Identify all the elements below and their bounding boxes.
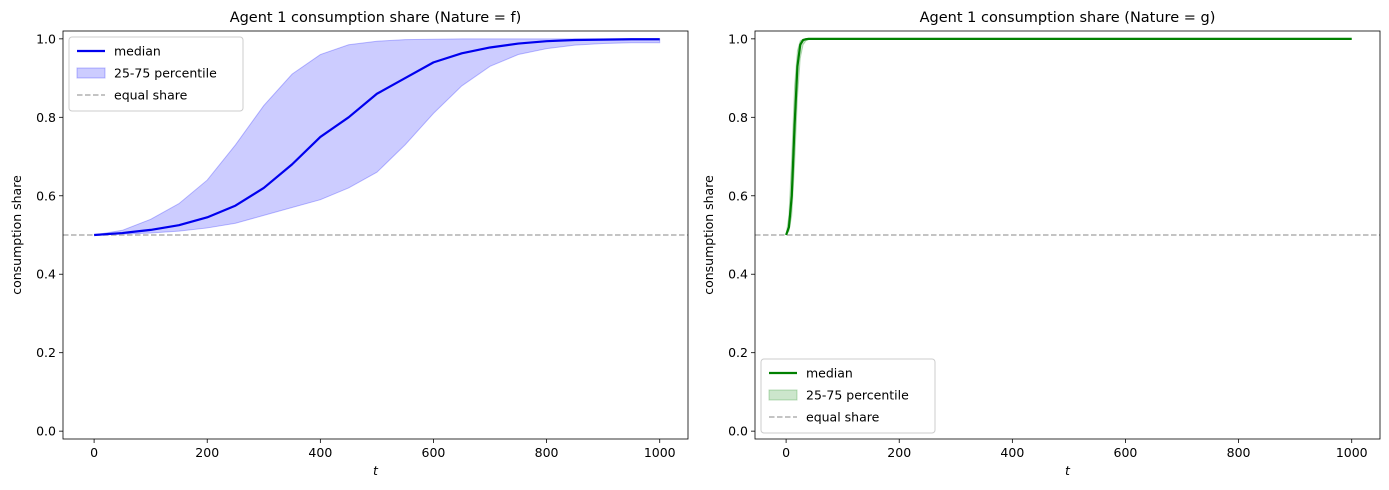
y-tick-label: 0.0 <box>36 424 56 439</box>
x-tick-label: 800 <box>535 445 559 460</box>
y-axis-label: consumption share <box>9 175 24 295</box>
legend-band-label: 25-75 percentile <box>114 66 217 81</box>
legend-median-label: median <box>114 44 161 59</box>
percentile-band <box>785 38 1352 236</box>
legend: median 25-75 percentile equal share <box>760 358 936 434</box>
percentile-band <box>94 38 661 236</box>
chart-title: Agent 1 consumption share (Nature = g) <box>920 10 1216 26</box>
median-line <box>785 37 1352 236</box>
x-tick-label: 400 <box>1000 445 1024 460</box>
x-tick-label: 0 <box>782 445 790 460</box>
chart-title: Agent 1 consumption share (Nature = f) <box>230 10 522 26</box>
legend-band-swatch <box>76 67 106 79</box>
y-tick-label: 0.0 <box>728 424 748 439</box>
legend-box <box>68 36 244 112</box>
y-tick-label: 0.2 <box>728 345 748 360</box>
y-tick-label: 0.8 <box>36 110 56 125</box>
legend-equal-label: equal share <box>114 88 188 103</box>
x-tick-label: 200 <box>887 445 911 460</box>
y-tick-label: 1.0 <box>728 31 748 46</box>
legend-band-label: 25-75 percentile <box>806 388 909 403</box>
y-tick-label: 0.6 <box>728 188 748 203</box>
y-tick-label: 0.6 <box>36 188 56 203</box>
y-axis-label: consumption share <box>701 175 716 295</box>
y-tick-label: 0.2 <box>36 345 56 360</box>
y-tick-label: 1.0 <box>36 31 56 46</box>
chart-panel-left: 0 200 400 600 800 1000 0.0 0.2 0.4 0.6 0.8 1.0 Agent… <box>9 10 689 478</box>
x-tick-label: 0 <box>90 445 98 460</box>
y-tick-label: 0.4 <box>728 267 748 282</box>
axes-frame <box>754 30 1381 440</box>
x-tick-label: 1000 <box>644 445 676 460</box>
x-tick-label: 400 <box>308 445 332 460</box>
legend-box <box>760 358 936 434</box>
x-tick-label: 200 <box>195 445 219 460</box>
x-tick-label: 600 <box>1114 445 1138 460</box>
chart-panel-right: 0 200 400 600 800 1000 0.0 0.2 0.4 0.6 0.8 1.0 Agent… <box>701 10 1381 478</box>
legend-band-swatch <box>768 389 798 401</box>
x-axis-label: t <box>1065 463 1071 478</box>
median-line <box>94 38 660 237</box>
legend-equal-label: equal share <box>806 410 880 425</box>
x-tick-label: 800 <box>1227 445 1251 460</box>
legend-median-label: median <box>806 366 853 381</box>
axes-frame <box>62 30 689 440</box>
y-tick-label: 0.8 <box>728 110 748 125</box>
legend: median 25-75 percentile equal share <box>68 36 244 112</box>
x-tick-label: 1000 <box>1336 445 1368 460</box>
y-tick-label: 0.4 <box>36 267 56 282</box>
x-tick-label: 600 <box>422 445 446 460</box>
x-axis-label: t <box>373 463 379 478</box>
